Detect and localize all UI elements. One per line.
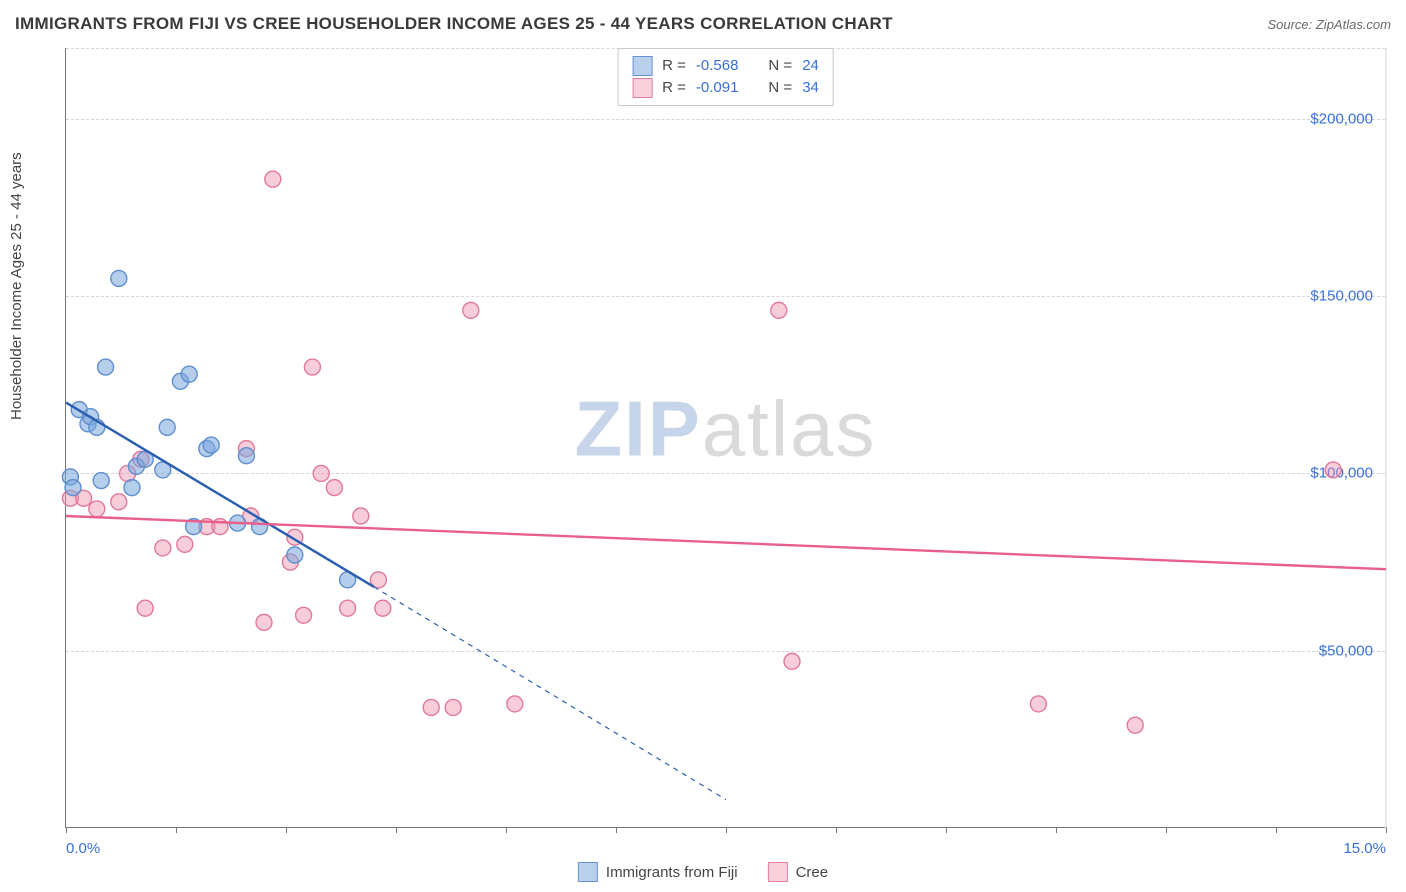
legend-item-cree: Cree [768, 862, 829, 882]
scatter-point [1030, 696, 1046, 712]
x-tick [1276, 827, 1277, 833]
chart-title: IMMIGRANTS FROM FIJI VS CREE HOUSEHOLDER… [15, 14, 893, 34]
cree-r-value: -0.091 [696, 77, 739, 99]
scatter-point [313, 465, 329, 481]
x-tick-label: 0.0% [66, 840, 100, 857]
source-attribution: Source: ZipAtlas.com [1267, 17, 1391, 32]
x-tick [1166, 827, 1167, 833]
chart-plot-area: ZIPatlas R = -0.568 N = 24 R = -0.091 N … [65, 48, 1385, 828]
scatter-point [507, 696, 523, 712]
x-tick [66, 827, 67, 833]
scatter-point [423, 699, 439, 715]
scatter-point [256, 614, 272, 630]
n-label: N = [768, 77, 792, 99]
scatter-point [93, 473, 109, 489]
fiji-r-value: -0.568 [696, 55, 739, 77]
swatch-cree-icon [632, 78, 652, 98]
fiji-n-value: 24 [802, 55, 819, 77]
scatter-point [177, 536, 193, 552]
scatter-point [375, 600, 391, 616]
scatter-point [65, 480, 81, 496]
scatter-point [155, 540, 171, 556]
scatter-point [326, 480, 342, 496]
scatter-point [111, 270, 127, 286]
legend-label-fiji: Immigrants from Fiji [606, 864, 738, 881]
scatter-point [463, 302, 479, 318]
scatter-point [784, 653, 800, 669]
legend-item-fiji: Immigrants from Fiji [578, 862, 738, 882]
n-label: N = [768, 55, 792, 77]
trendline-fiji [66, 403, 374, 587]
swatch-fiji-icon [578, 862, 598, 882]
legend-label-cree: Cree [796, 864, 829, 881]
scatter-point [304, 359, 320, 375]
legend-series: Immigrants from Fiji Cree [578, 862, 828, 882]
legend-stats-row-cree: R = -0.091 N = 34 [632, 77, 819, 99]
scatter-point [340, 600, 356, 616]
source-name: ZipAtlas.com [1316, 17, 1391, 32]
scatter-point [238, 448, 254, 464]
scatter-point [771, 302, 787, 318]
plot-svg [66, 48, 1385, 827]
r-label: R = [662, 77, 686, 99]
scatter-point [287, 547, 303, 563]
x-tick [836, 827, 837, 833]
x-tick [726, 827, 727, 833]
y-axis-label: Householder Income Ages 25 - 44 years [8, 152, 25, 420]
scatter-point [445, 699, 461, 715]
scatter-point [1127, 717, 1143, 733]
r-label: R = [662, 55, 686, 77]
scatter-point [203, 437, 219, 453]
x-tick [1056, 827, 1057, 833]
swatch-cree-icon [768, 862, 788, 882]
x-tick [396, 827, 397, 833]
trendline-cree [66, 516, 1386, 569]
scatter-point [265, 171, 281, 187]
scatter-point [89, 501, 105, 517]
legend-stats-box: R = -0.568 N = 24 R = -0.091 N = 34 [617, 48, 834, 106]
x-tick [946, 827, 947, 833]
scatter-point [181, 366, 197, 382]
legend-stats-row-fiji: R = -0.568 N = 24 [632, 55, 819, 77]
scatter-point [1325, 462, 1341, 478]
swatch-fiji-icon [632, 56, 652, 76]
x-tick-label: 15.0% [1343, 840, 1386, 857]
x-tick [616, 827, 617, 833]
scatter-point [98, 359, 114, 375]
cree-n-value: 34 [802, 77, 819, 99]
x-tick [176, 827, 177, 833]
scatter-point [353, 508, 369, 524]
scatter-point [159, 419, 175, 435]
header: IMMIGRANTS FROM FIJI VS CREE HOUSEHOLDER… [0, 0, 1406, 40]
scatter-point [124, 480, 140, 496]
trendline-fiji-extrapolated [374, 587, 726, 800]
x-tick [286, 827, 287, 833]
scatter-point [296, 607, 312, 623]
scatter-point [137, 600, 153, 616]
scatter-point [111, 494, 127, 510]
x-tick [506, 827, 507, 833]
source-prefix: Source: [1267, 17, 1315, 32]
